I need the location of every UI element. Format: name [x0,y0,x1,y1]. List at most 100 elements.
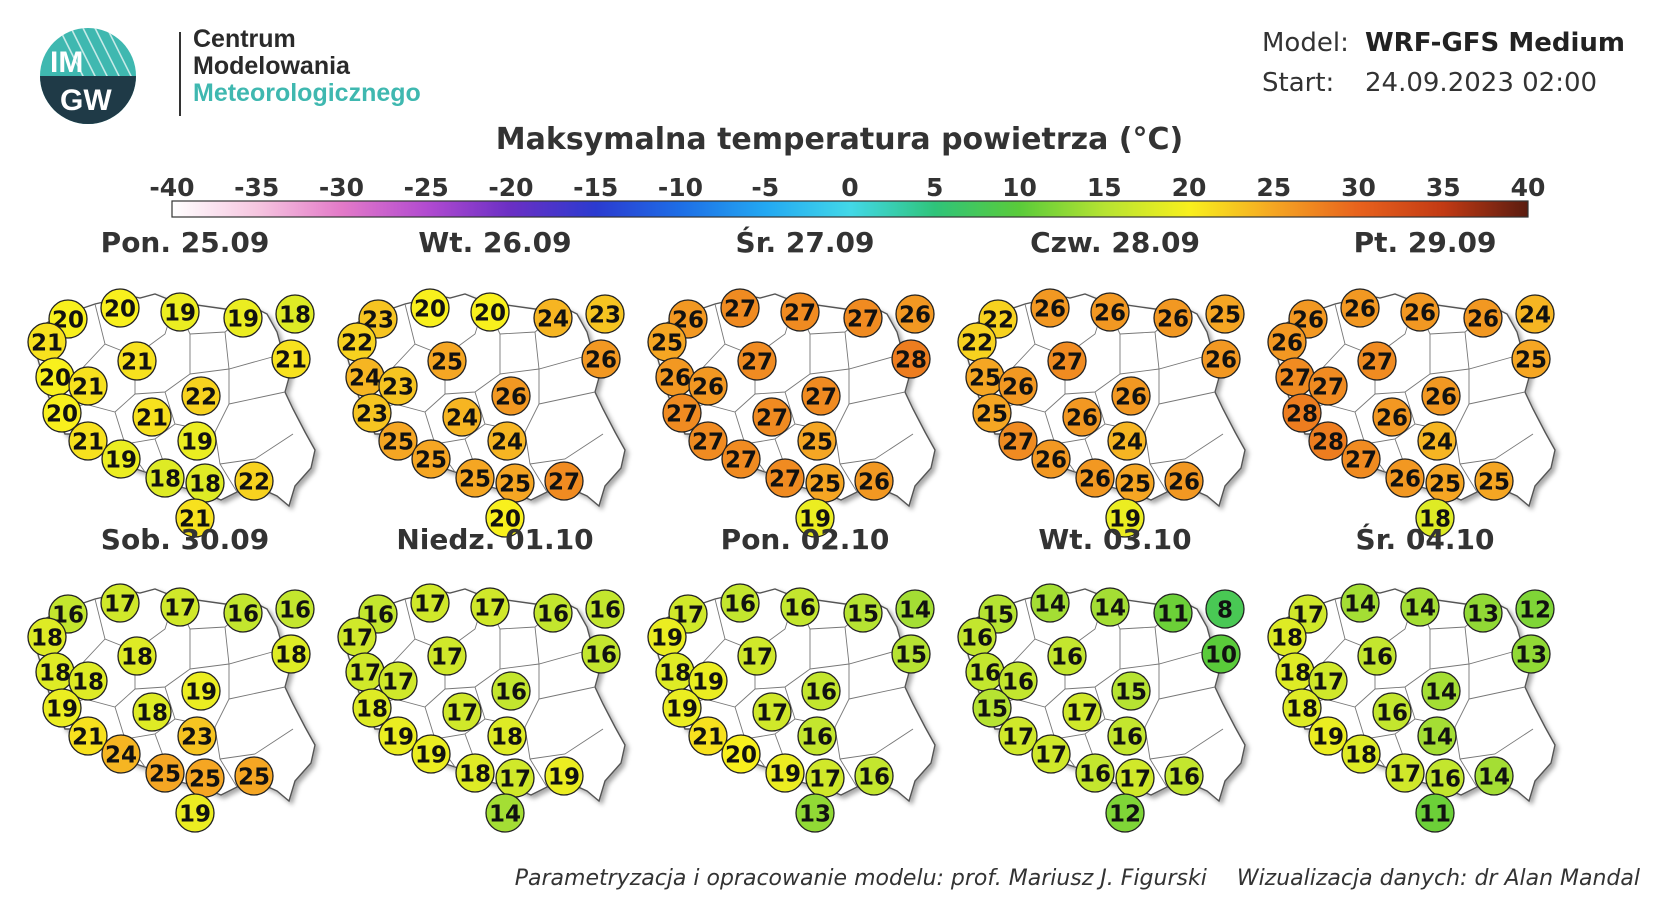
chart-title: Maksymalna temperatura powietrza (°C) [495,122,1184,157]
temperature-marker [177,421,217,461]
voivodeship-border [538,391,596,405]
temperature-value: 25 [415,448,447,474]
temperature-marker [737,341,777,381]
voivodeship-border [1149,433,1224,465]
imgw-logo: IM GW Centrum Modelowania Meteorologiczn… [38,26,498,126]
temperature-value: 16 [227,602,259,628]
temperature-value: 19 [179,802,211,828]
temperature-value: 19 [1109,507,1141,533]
temperature-value: 19 [799,507,831,533]
temperature-marker [765,458,805,498]
temperature-marker [427,636,467,676]
day-label: Śr. 27.09 [735,226,875,259]
start-row: Start: 24.09.2023 02:00 [1262,68,1625,108]
temperature-value: 27 [1312,375,1344,401]
imgw-logo-mark: IM GW [40,28,136,124]
voivodeship-border [538,686,596,700]
temperature-marker [1075,458,1115,498]
temperature-value: 25 [651,331,683,357]
temperature-value: 27 [1279,366,1311,392]
start-value: 24.09.2023 02:00 [1365,68,1598,98]
temperature-value: 28 [895,348,927,374]
logo-line-2: Modelowania [193,52,350,80]
temperature-marker [585,294,625,334]
temperature-value: 14 [1478,765,1510,791]
voivodeship-border [189,663,230,670]
temperature-value: 27 [784,301,816,327]
temperature-value: 17 [414,592,446,618]
temperature-value: 16 [1002,670,1034,696]
temperature-value: 23 [589,303,621,329]
temperature-marker [101,734,141,774]
scale-tick-label: -10 [658,173,703,202]
temperature-value: 14 [1425,680,1457,706]
temperature-marker [275,589,315,629]
temperature-value: 14 [899,598,931,624]
temperature-value: 26 [495,385,527,411]
temperature-value: 16 [858,765,890,791]
temperature-value: 26 [1344,297,1376,323]
voivodeship-border [228,686,286,700]
temperature-marker [1340,288,1380,328]
voivodeship-border [1459,433,1534,465]
color-scale-bar [171,200,1529,218]
temperature-marker [117,341,157,381]
temperature-marker [1111,376,1151,416]
scale-tick-label: -5 [751,173,779,202]
temperature-value: 17 [341,626,373,652]
start-label: Start: [1262,68,1335,98]
scale-tick-label: -15 [573,173,618,202]
temperature-marker [1153,298,1193,338]
temperature-marker [271,339,311,379]
temperature-marker [998,366,1038,406]
scale-tick-label: 25 [1256,173,1291,202]
temperature-value: 17 [1002,725,1034,751]
temperature-value: 26 [858,470,890,496]
temperature-value: 19 [382,725,414,751]
temperature-marker [181,671,221,711]
temperature-marker [1062,397,1102,437]
temperature-value: 26 [1094,301,1126,327]
temperature-marker [720,583,760,623]
temperature-value: 25 [499,472,531,498]
temperature-value: 17 [499,767,531,793]
temperature-marker [485,793,525,833]
temperature-marker [1047,636,1087,676]
temperature-marker [972,688,1012,728]
temperature-marker [1372,397,1412,437]
temperature-marker [378,661,418,701]
temperature-marker [688,716,728,756]
model-value: WRF-GFS Medium [1365,28,1625,58]
temperature-value: 25 [382,430,414,456]
temperature-marker [1308,421,1348,461]
temperature-marker [1515,294,1555,334]
temperature-value: 26 [1079,467,1111,493]
temperature-value: 13 [1515,643,1547,669]
temperature-marker [1031,734,1071,774]
voivodeship-border [1158,686,1216,700]
temperature-value: 19 [227,307,259,333]
temperature-marker [765,753,805,793]
temperature-marker [797,421,837,461]
temperature-marker [378,716,418,756]
day-label: Śr. 04.10 [1355,523,1495,556]
temperature-value: 19 [769,762,801,788]
temperature-value: 20 [46,402,78,428]
temperature-value: 25 [459,467,491,493]
temperature-marker [491,671,531,711]
temperature-marker [895,294,935,334]
voivodeship-border [444,629,501,690]
temperature-marker [1415,793,1455,833]
temperature-value: 18 [1345,743,1377,769]
day-label: Pt. 29.09 [1353,226,1497,259]
voivodeship-border [134,629,191,690]
temperature-marker [1341,439,1381,479]
temperature-value: 18 [31,626,63,652]
temperature-marker [1400,292,1440,332]
temperature-marker [544,461,584,501]
day-label: Wt. 26.09 [418,226,572,259]
temperature-marker [688,661,728,701]
temperature-marker [688,366,728,406]
